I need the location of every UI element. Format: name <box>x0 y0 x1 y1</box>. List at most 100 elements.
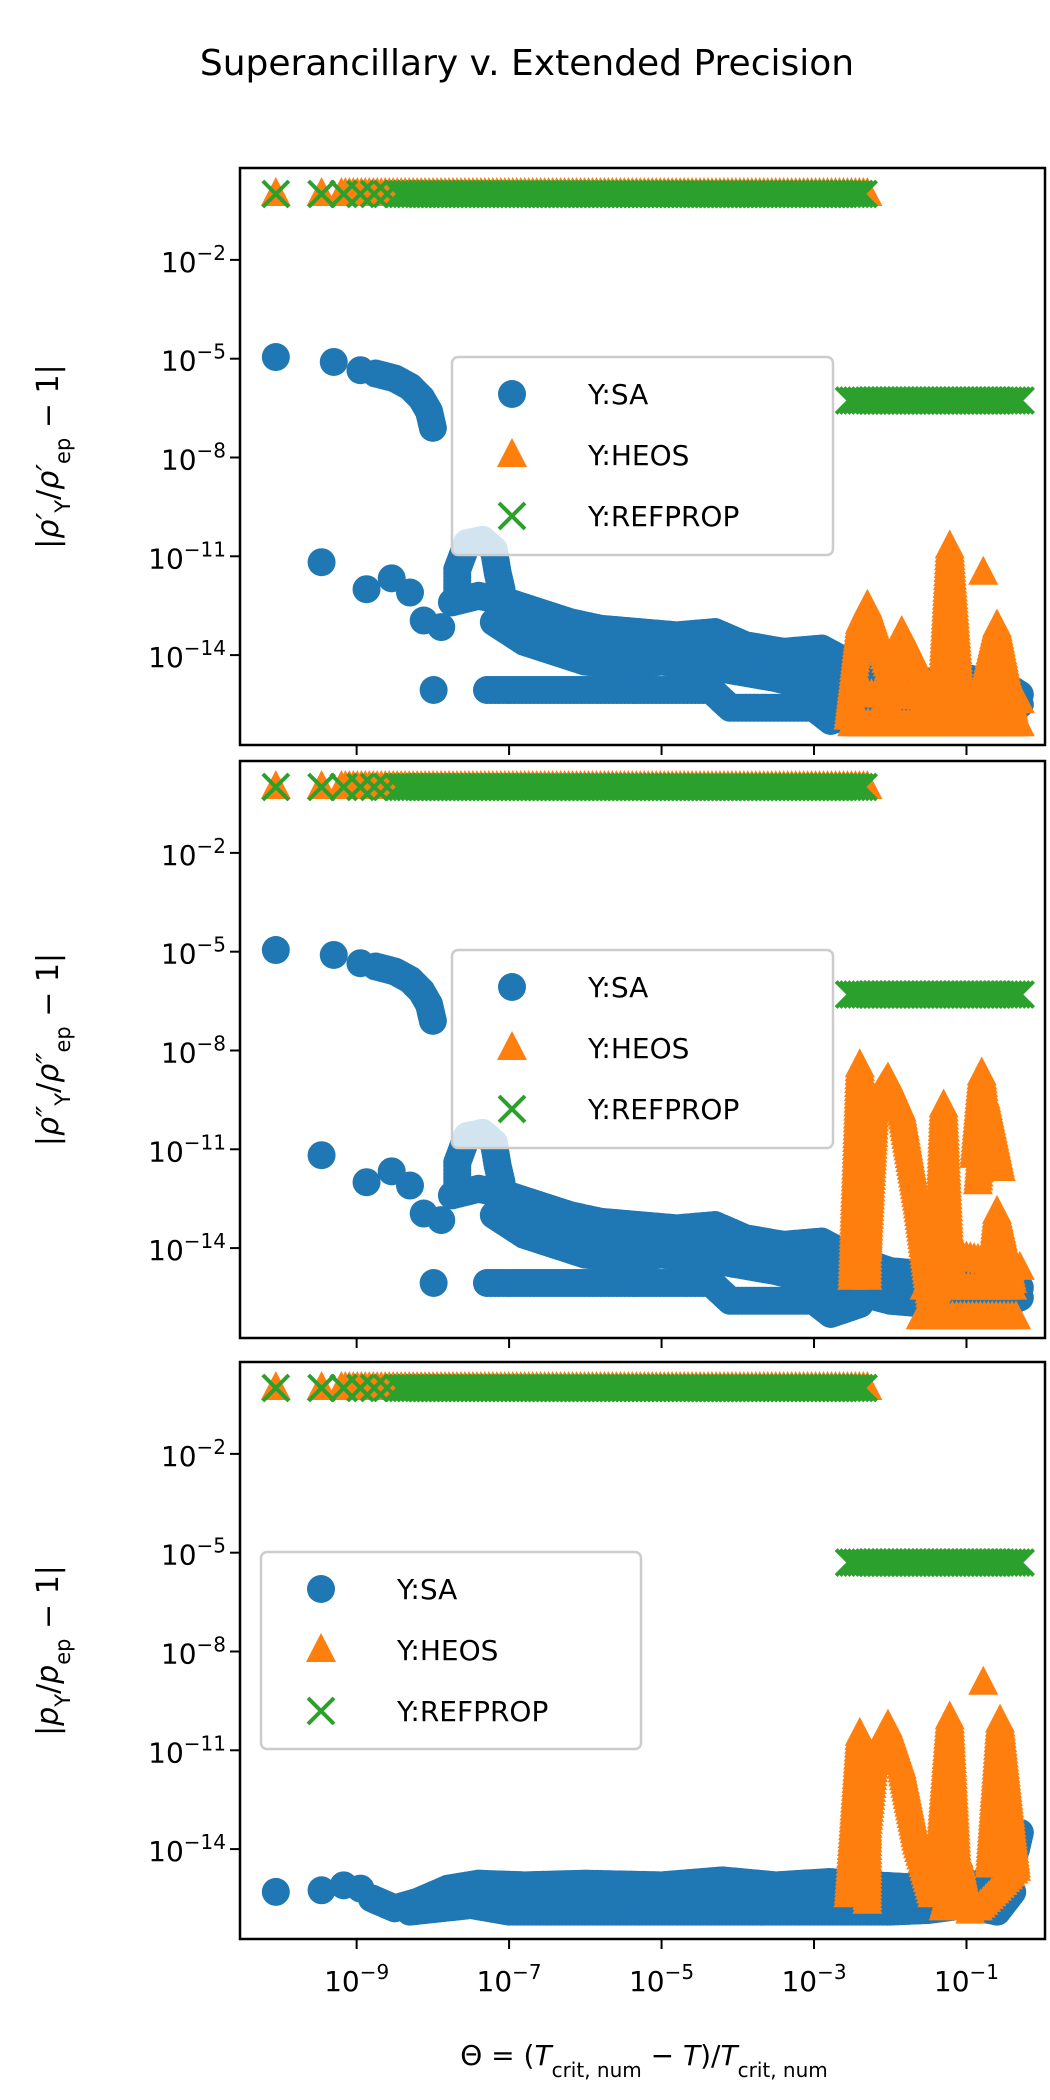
label-part: Θ = ( <box>460 2039 534 2072</box>
data-point <box>994 980 1024 1009</box>
y-tick-label: 10−2 <box>161 1435 226 1473</box>
legend-marker-triangle-icon <box>306 1633 336 1662</box>
data-point <box>395 1171 424 1200</box>
y-tick-label: 10−2 <box>161 241 226 279</box>
data-point <box>837 179 867 209</box>
y-axis-label: |ρ″Y/ρ″ep − 1| <box>31 953 75 1146</box>
data-point <box>837 1373 867 1403</box>
label-part: Y <box>51 1093 75 1107</box>
data-point <box>1002 980 1032 1009</box>
data-point <box>419 1269 448 1298</box>
label-part: crit, num <box>738 2058 828 2082</box>
label-part: Y <box>51 1694 75 1708</box>
series-ysa <box>261 343 1034 735</box>
data-point <box>985 1152 1016 1182</box>
label-part: − <box>642 2039 683 2072</box>
label-part: crit, num <box>552 2058 642 2082</box>
y-tick-label: 10−11 <box>148 1731 226 1769</box>
legend-box <box>450 948 835 1150</box>
legend: Y:SA Y:HEOS Y:REFPROP <box>450 355 835 557</box>
legend-marker-triangle-icon <box>497 438 527 467</box>
y-axis-label: |pY/pep − 1| <box>31 1565 75 1736</box>
label-part: T <box>683 2039 702 2072</box>
data-point <box>1001 1851 1032 1881</box>
label-part: T <box>720 2039 739 2072</box>
data-point <box>1006 980 1036 1009</box>
data-point <box>261 343 290 372</box>
x-tick-label: 10−3 <box>781 1960 846 1998</box>
data-point <box>261 772 291 802</box>
data-point <box>1001 1300 1032 1330</box>
y-tick-label: 10−11 <box>148 537 226 575</box>
label-part: − 1| <box>31 953 66 1026</box>
series-yrefprop <box>261 1373 1036 1577</box>
data-point <box>346 772 375 802</box>
y-tick-label: 10−5 <box>161 933 226 971</box>
legend-marker-x-icon <box>306 1696 336 1726</box>
data-point <box>319 940 348 969</box>
legend-label: Y:REFPROP <box>587 1093 739 1126</box>
data-point <box>998 980 1028 1009</box>
data-point <box>261 936 290 965</box>
y-tick-label: 10−5 <box>161 1534 226 1572</box>
legend-label: Y:SA <box>587 971 648 1004</box>
label-part: ep <box>51 438 75 464</box>
data-point <box>261 1877 290 1906</box>
data-point <box>1004 684 1035 714</box>
data-point <box>845 1373 875 1403</box>
label-part: | <box>31 1136 66 1146</box>
y-axis-label: |ρ′Y/ρ′ep − 1| <box>31 364 75 548</box>
x-tick-label: 10−1 <box>934 1960 999 1998</box>
plot-area <box>260 1371 1036 1926</box>
x-axis-label: Θ = (Tcrit, num − T)/Tcrit, num <box>460 2039 828 2082</box>
legend-marker-circle-icon <box>307 1575 335 1603</box>
series-yrefprop <box>261 179 1036 415</box>
label-part: ep <box>51 1026 75 1052</box>
data-point <box>419 676 448 705</box>
data-point <box>307 179 336 209</box>
legend-marker-x-icon <box>497 1094 527 1124</box>
data-point <box>1004 707 1035 737</box>
data-point <box>994 1548 1024 1577</box>
data-point <box>346 179 375 209</box>
data-point <box>845 772 875 802</box>
y-tick-label: 10−8 <box>161 1031 226 1069</box>
data-point <box>849 179 878 209</box>
data-point <box>849 1373 878 1403</box>
y-tick-label: 10−14 <box>148 636 226 674</box>
data-point <box>319 347 348 376</box>
legend-label: Y:HEOS <box>587 1032 689 1065</box>
label-part: / <box>31 1683 66 1694</box>
data-point <box>968 1665 999 1695</box>
legend-marker-triangle-icon <box>497 1031 527 1060</box>
data-point <box>997 1270 1028 1300</box>
y-tick-label: 10−14 <box>148 1830 226 1868</box>
legend-label: Y:HEOS <box>396 1634 498 1667</box>
legend-label: Y:REFPROP <box>396 1695 548 1728</box>
legend-label: Y:REFPROP <box>587 500 739 533</box>
legend: Y:SA Y:HEOS Y:REFPROP <box>450 948 835 1150</box>
data-point <box>418 413 447 442</box>
y-tick-label: 10−8 <box>161 1632 226 1670</box>
data-point <box>994 386 1024 415</box>
legend-box <box>259 1550 643 1751</box>
plot-area <box>260 177 1036 737</box>
data-point <box>307 1373 336 1403</box>
x-tick-label: 10−9 <box>324 1960 389 1998</box>
data-point <box>352 575 381 604</box>
legend-label: Y:HEOS <box>587 439 689 472</box>
data-point <box>841 1373 871 1403</box>
legend-box <box>450 355 835 557</box>
data-point <box>998 1548 1028 1577</box>
data-point <box>841 179 871 209</box>
label-part: )/ <box>700 2039 721 2072</box>
label-part: Y <box>51 500 75 514</box>
data-point <box>845 1290 874 1319</box>
label-part: ρ′ <box>31 513 66 539</box>
label-part: T <box>534 2039 553 2072</box>
data-point <box>998 386 1028 415</box>
data-point <box>1002 386 1032 415</box>
label-part: ρ′ <box>31 464 66 490</box>
